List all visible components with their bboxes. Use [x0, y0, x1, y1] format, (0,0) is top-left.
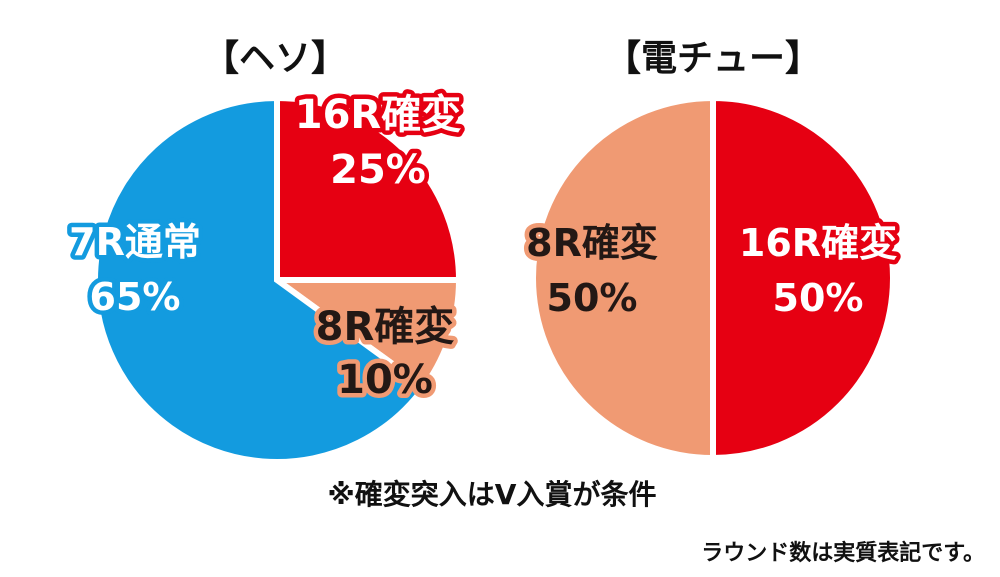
- heso-pie: [92, 94, 463, 465]
- slice-name-label: 16R確変: [295, 92, 461, 138]
- pie-slice: [530, 94, 716, 462]
- denchu-pie: [530, 94, 896, 462]
- slice-value-label: 50%: [773, 276, 864, 320]
- slice-value-label: 65%: [90, 275, 181, 319]
- slice-name-label: 7R通常: [69, 220, 201, 264]
- slice-value-label: 25%: [330, 147, 426, 193]
- heso-chart-title: 【ヘソ】: [203, 38, 347, 79]
- condition-note: ※確変突入はV入賞が条件: [328, 478, 657, 511]
- pie-slice: [274, 94, 463, 283]
- slice-name-label: 16R確変: [739, 221, 897, 265]
- pie-slice: [710, 94, 896, 462]
- slice-name-label: 8R確変: [526, 221, 658, 265]
- denchu-chart-title: 【電チュー】: [605, 38, 821, 79]
- pie-slice: [267, 277, 463, 392]
- slice-value-label: 50%: [547, 276, 638, 320]
- pie-slice: [92, 94, 429, 465]
- slice-name-label: 8R確変: [316, 304, 455, 350]
- slice-value-label: 10%: [337, 357, 433, 403]
- round-count-note: ラウンド数は実質表記です。: [701, 540, 985, 566]
- slice-labels: 16R確変 25% 8R確変 10% 7R通常 65% 16R確変 50% 8R確変 50%: [65, 88, 902, 408]
